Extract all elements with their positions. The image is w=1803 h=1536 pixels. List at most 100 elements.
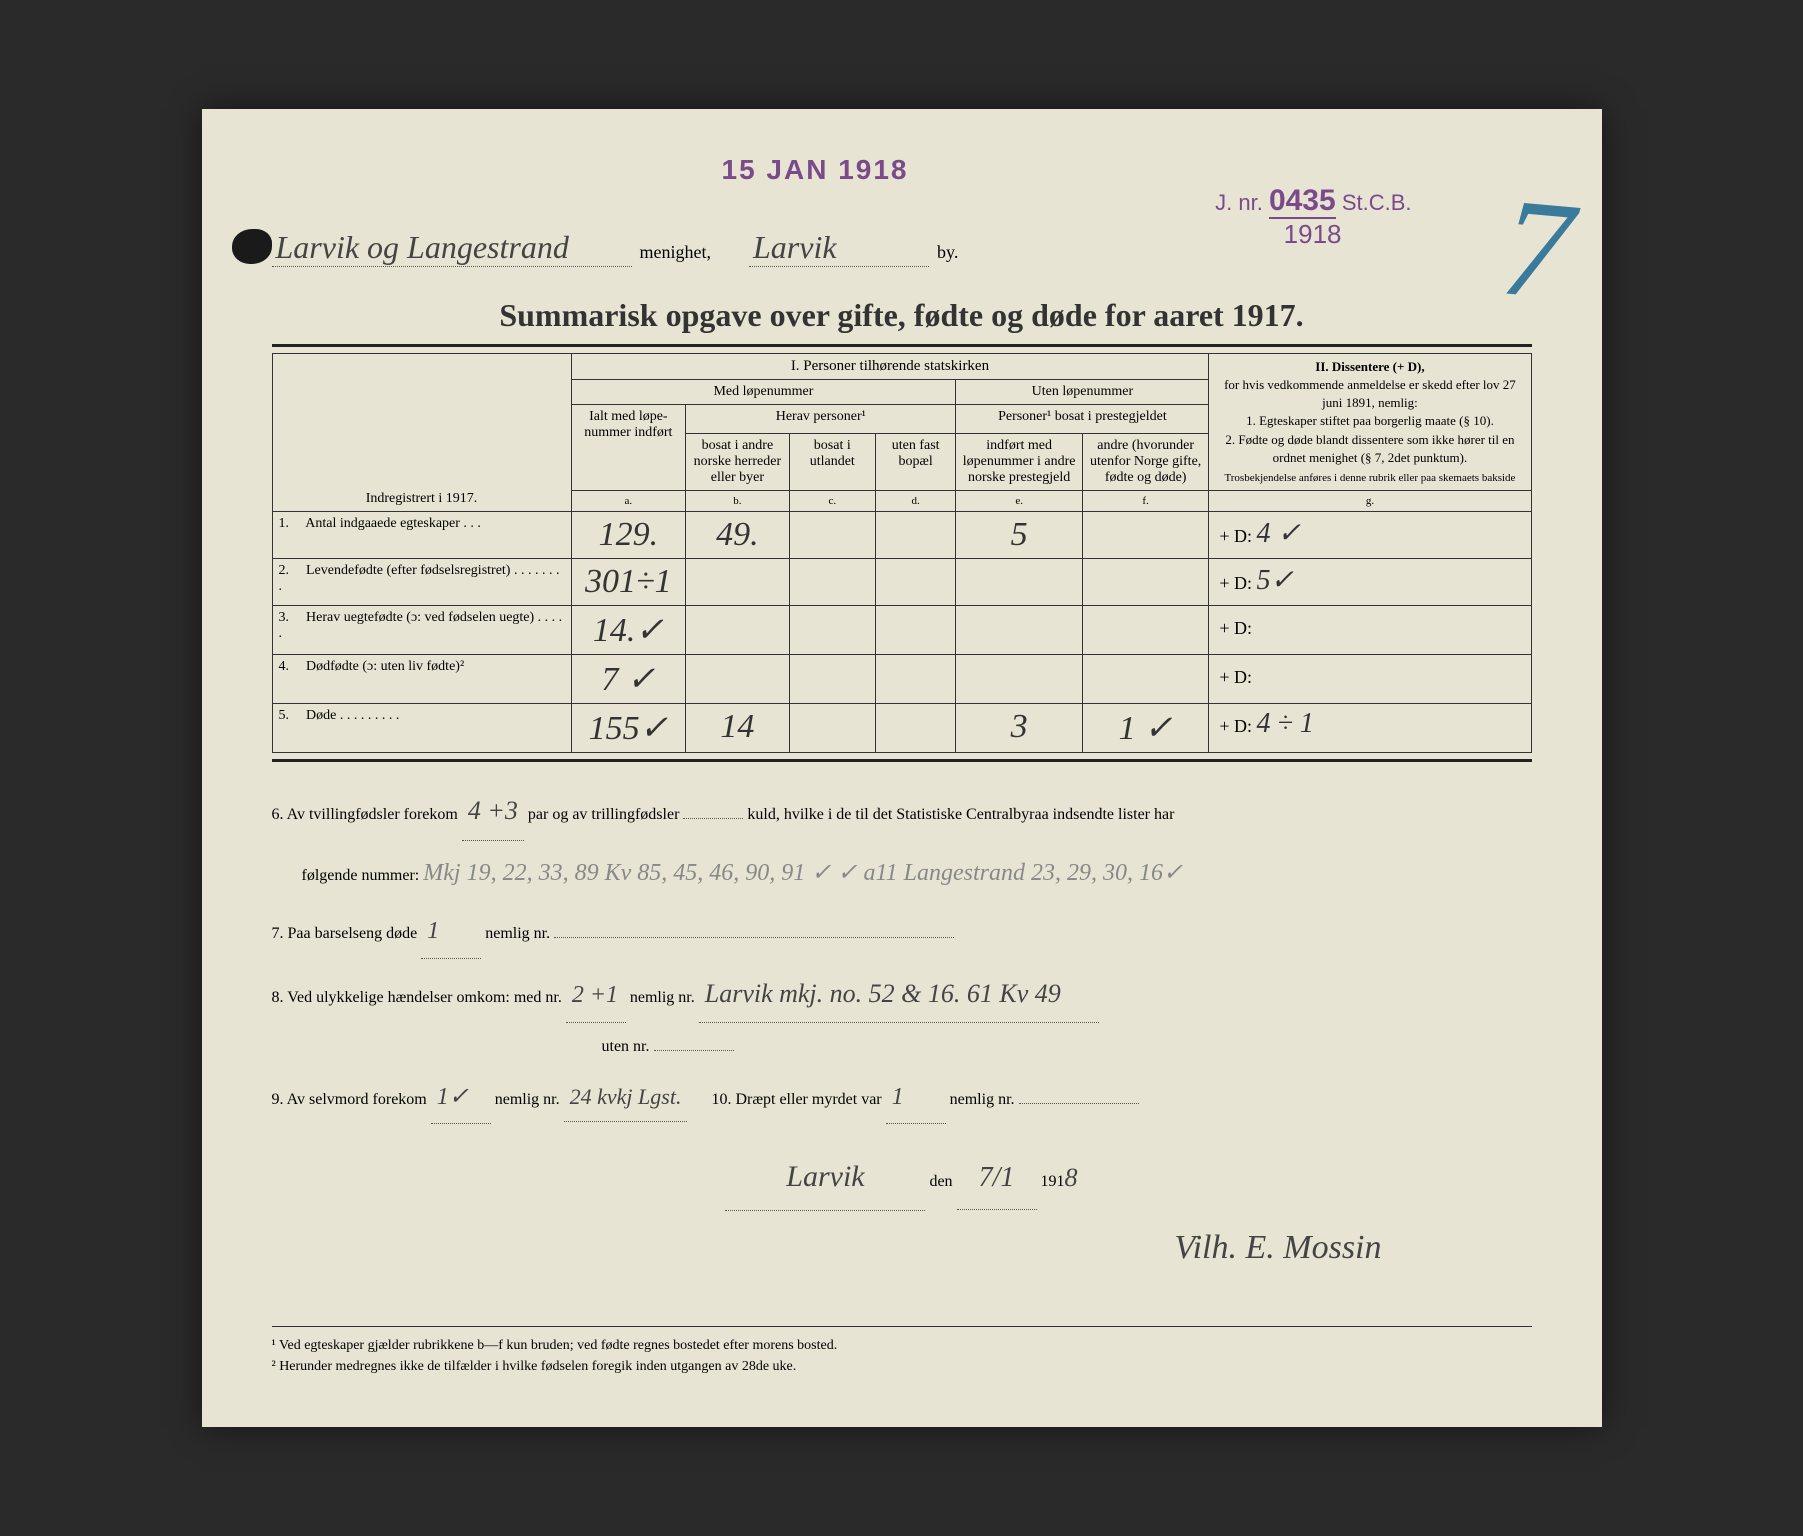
- cell-e: 3: [956, 704, 1083, 753]
- cell-g: + D: 5✓: [1209, 559, 1531, 606]
- menighet-label: menighet,: [640, 242, 711, 263]
- note-6-a: 6. Av tvillingfødsler forekom: [272, 806, 458, 823]
- date-stamp: 15 JAN 1918: [722, 154, 909, 186]
- note-9-hand: 24 kvkj Lgst.: [564, 1073, 688, 1122]
- cell-g: + D: 4 ÷ 1: [1209, 704, 1531, 753]
- note-8-a: 8. Ved ulykkelige hændelser omkom: med n…: [272, 989, 562, 1006]
- cell-d: [875, 704, 956, 753]
- notes-section: 6. Av tvillingfødsler forekom 4 +3 par o…: [272, 782, 1532, 1286]
- jnr-number: 0435: [1269, 184, 1336, 219]
- note-6-b: par og av trillingfødsler: [528, 806, 680, 823]
- sig-place: Larvik: [725, 1144, 925, 1211]
- table-row: 5. Døde . . . . . . . . .155✓1431 ✓+ D: …: [272, 704, 1531, 753]
- town-name: Larvik: [749, 229, 929, 267]
- footnotes: ¹ Ved egteskaper gjælder rubrikkene b—f …: [272, 1326, 1532, 1377]
- note-9-a: 9. Av selvmord forekom: [272, 1091, 427, 1108]
- letter-b: b.: [686, 491, 790, 512]
- cell-b: [686, 559, 790, 606]
- note-7: 7. Paa barselseng døde 1 nemlig nr.: [272, 905, 1532, 959]
- col-a-header: Ialt med løpe-nummer indført: [571, 404, 686, 491]
- note-8c-row: uten nr.: [602, 1029, 1532, 1064]
- sig-den: den: [929, 1173, 952, 1190]
- section-ii-body: for hvis vedkommende anmeldelse er skedd…: [1215, 376, 1524, 467]
- by-label: by.: [937, 242, 958, 263]
- cell-d: [875, 512, 956, 559]
- document-page: 15 JAN 1918 J. nr. 0435 St.C.B. 1918 7 L…: [202, 109, 1602, 1427]
- footnote-1: ¹ Ved egteskaper gjælder rubrikkene b—f …: [272, 1335, 1532, 1356]
- letter-g: g.: [1209, 491, 1531, 512]
- letter-f: f.: [1082, 491, 1209, 512]
- letter-d: d.: [875, 491, 956, 512]
- cell-a: 7 ✓: [571, 655, 686, 704]
- sig-date: 7/1: [957, 1147, 1037, 1210]
- section-ii-foot: Trosbekjendelse anføres i denne rubrik e…: [1215, 471, 1524, 486]
- letter-c: c.: [789, 491, 875, 512]
- cell-e: 5: [956, 512, 1083, 559]
- note-8-v: 2 +1: [566, 969, 626, 1023]
- cell-d: [875, 655, 956, 704]
- med-header: Med løpenummer: [571, 379, 956, 404]
- cell-a: 129.: [571, 512, 686, 559]
- sig-year: 8: [1065, 1163, 1078, 1192]
- rule-bottom: [272, 759, 1532, 762]
- row-label: 3. Herav uegtefødte (ɔ: ved fødselen ueg…: [272, 606, 571, 655]
- note-8: 8. Ved ulykkelige hændelser omkom: med n…: [272, 965, 1532, 1023]
- note-10-b: nemlig nr.: [950, 1091, 1015, 1108]
- note-8-hand: Larvik mkj. no. 52 & 16. 61 Kv 49: [699, 965, 1099, 1023]
- note-8-b: nemlig nr.: [630, 989, 695, 1006]
- col-e-header: indført med løpenummer i andre norske pr…: [956, 434, 1083, 491]
- note-8c-blank: [654, 1050, 734, 1051]
- cell-c: [789, 559, 875, 606]
- col-b-header: bosat i andre norske herreder eller byer: [686, 434, 790, 491]
- cell-d: [875, 606, 956, 655]
- col-c-header: bosat i utlandet: [789, 434, 875, 491]
- note-6-d: følgende nummer:: [302, 867, 420, 884]
- note-6d-row: følgende nummer: Mkj 19, 22, 33, 89 Kv 8…: [272, 847, 1532, 900]
- cell-c: [789, 512, 875, 559]
- cell-b: [686, 655, 790, 704]
- cell-d: [875, 559, 956, 606]
- rule-top: [272, 344, 1532, 347]
- cell-f: [1082, 512, 1209, 559]
- section-ii-title: II. Dissentere (+ D),: [1215, 358, 1524, 376]
- jnr-label: J. nr.: [1215, 190, 1263, 215]
- journal-number-stamp: J. nr. 0435 St.C.B.: [1215, 184, 1411, 218]
- note-9-b: nemlig nr.: [495, 1091, 560, 1108]
- main-table: Indregistrert i 1917. I. Personer tilhør…: [272, 353, 1532, 754]
- row-label: 4. Dødfødte (ɔ: uten liv fødte)²: [272, 655, 571, 704]
- cell-e: [956, 606, 1083, 655]
- cell-b: 14: [686, 704, 790, 753]
- document-title: Summarisk opgave over gifte, fødte og dø…: [272, 297, 1532, 334]
- jnr-suffix: St.C.B.: [1342, 190, 1412, 215]
- footnote-2: ² Herunder medregnes ikke de tilfælder i…: [272, 1356, 1532, 1377]
- sig-year-pre: 191: [1041, 1173, 1065, 1190]
- section-ii-cell: II. Dissentere (+ D), for hvis vedkommen…: [1209, 353, 1531, 491]
- signature-line: Larvik den 7/1 1918: [272, 1144, 1532, 1211]
- note-8-c: uten nr.: [602, 1038, 650, 1055]
- note-10-blank: [1019, 1103, 1139, 1104]
- note-7-b: nemlig nr.: [485, 925, 550, 942]
- note-10-v: 1: [886, 1071, 946, 1125]
- note-6-blank: [683, 818, 743, 819]
- parish-name: Larvik og Langestrand: [272, 229, 632, 267]
- table-row: 3. Herav uegtefødte (ɔ: ved fødselen ueg…: [272, 606, 1531, 655]
- note-9-v: 1✓: [431, 1071, 491, 1125]
- note-7-a: 7. Paa barselseng døde: [272, 925, 418, 942]
- col-indreg: Indregistrert i 1917.: [272, 353, 571, 512]
- cell-g: + D:: [1209, 606, 1531, 655]
- cell-g: + D:: [1209, 655, 1531, 704]
- table-row: 2. Levendefødte (efter fødselsregistret)…: [272, 559, 1531, 606]
- cell-a: 14.✓: [571, 606, 686, 655]
- section-i-header: I. Personer tilhørende statskirken: [571, 353, 1209, 379]
- cell-f: [1082, 606, 1209, 655]
- ink-blot: [232, 229, 272, 264]
- cell-b: 49.: [686, 512, 790, 559]
- year-stamp: 1918: [1284, 219, 1342, 250]
- table-row: 4. Dødfødte (ɔ: uten liv fødte)²7 ✓ + D:: [272, 655, 1531, 704]
- cell-c: [789, 704, 875, 753]
- signature: Vilh. E. Mossin: [1174, 1229, 1381, 1266]
- cell-f: [1082, 655, 1209, 704]
- row-label: 5. Døde . . . . . . . . .: [272, 704, 571, 753]
- cell-c: [789, 606, 875, 655]
- cell-a: 155✓: [571, 704, 686, 753]
